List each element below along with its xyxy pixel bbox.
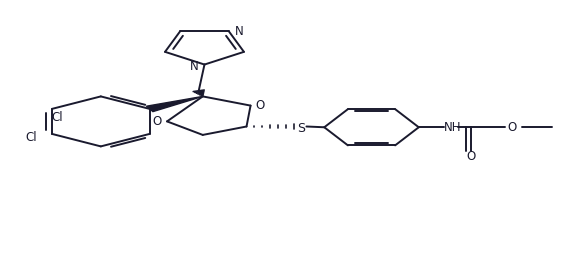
Text: O: O	[153, 115, 162, 128]
Text: O: O	[507, 121, 517, 133]
Text: Cl: Cl	[25, 131, 37, 144]
Text: S: S	[297, 121, 305, 134]
Text: N: N	[190, 60, 199, 73]
Text: O: O	[467, 150, 476, 163]
Text: Cl: Cl	[52, 110, 63, 123]
Text: N: N	[235, 25, 244, 38]
Polygon shape	[146, 97, 203, 112]
Text: O: O	[256, 98, 265, 111]
Text: NH: NH	[444, 121, 461, 133]
